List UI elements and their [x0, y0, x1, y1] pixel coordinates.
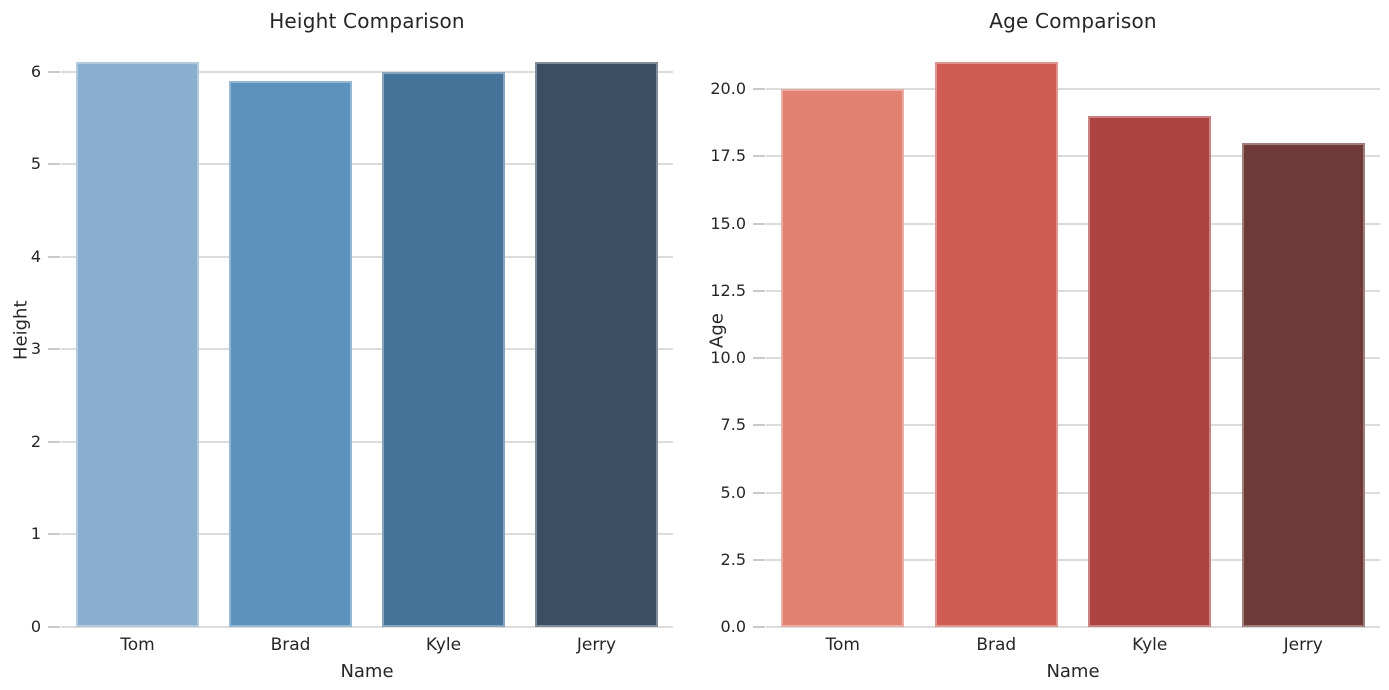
chart-height-comparison: Height Comparison Height 0 1 2 3 4 5 6 Tom Brad K…: [0, 0, 694, 690]
gridline: [61, 163, 673, 166]
gridline: [766, 491, 1380, 494]
gridline: [61, 626, 673, 628]
gridline: [766, 155, 1380, 158]
y-tick-mark: [753, 626, 765, 628]
gridline: [61, 70, 673, 73]
bar-tom: [781, 89, 905, 627]
y-tick-label: 20.0: [710, 79, 746, 99]
gridline: [766, 88, 1380, 91]
y-tick-label: 0: [30, 617, 41, 636]
plot-area: 0 1 2 3 4 5 6 Tom Brad Kyle Jerry: [31, 34, 673, 654]
gridline: [61, 533, 673, 536]
y-tick-mark: [48, 348, 60, 351]
chart-title: Height Comparison: [269, 9, 465, 33]
y-tick-label: 1: [30, 524, 41, 544]
x-tick-label-brad: Brad: [976, 635, 1017, 655]
plot-area: 0.0 2.5 5.0 7.5 10.0 12.5 15.0 17.5 20.0 Tom Brad K…: [710, 34, 1380, 654]
bar-brad: [934, 62, 1058, 627]
y-tick-label: 5: [30, 154, 41, 174]
bar-brad: [229, 80, 352, 627]
bar-kyle: [382, 71, 505, 627]
gridline: [766, 558, 1380, 561]
y-tick-label: 17.5: [710, 146, 746, 166]
bar-jerry: [535, 62, 658, 627]
x-tick-label-jerry: Jerry: [576, 635, 617, 655]
y-tick-label: 4: [30, 246, 41, 266]
bar-tom: [76, 62, 199, 627]
y-tick-mark: [753, 357, 765, 360]
y-tick-label: 6: [30, 61, 41, 81]
gridline: [766, 289, 1380, 292]
y-tick-mark: [48, 255, 60, 258]
y-tick-label: 2.5: [720, 549, 746, 569]
x-tick-label-jerry: Jerry: [1283, 635, 1323, 655]
gridline: [766, 424, 1380, 427]
chart-title: Age Comparison: [989, 9, 1157, 33]
gridline: [766, 357, 1380, 360]
bar-kyle: [1088, 116, 1212, 627]
y-tick-mark: [753, 491, 765, 494]
y-tick-label: 0.0: [720, 617, 746, 636]
y-tick-label: 2: [30, 431, 41, 451]
y-tick-mark: [48, 626, 60, 628]
y-tick-mark: [48, 163, 60, 166]
y-tick-label: 15.0: [710, 213, 746, 233]
y-tick-mark: [753, 222, 765, 225]
y-tick-mark: [753, 88, 765, 91]
x-tick-label-tom: Tom: [825, 635, 860, 655]
y-tick-label: 3: [30, 339, 41, 359]
x-axis-label: Name: [340, 661, 394, 682]
x-tick-label-kyle: Kyle: [1132, 635, 1168, 655]
gridline: [61, 348, 673, 351]
y-tick-mark: [753, 558, 765, 561]
y-tick-mark: [48, 533, 60, 536]
chart-age-comparison: Age Comparison Age 0.0 2.5 5.0 7.5 10.0 12.5 1…: [694, 0, 1389, 690]
gridline: [61, 440, 673, 443]
x-axis-label: Name: [1046, 661, 1100, 682]
y-axis-label: Age: [706, 313, 728, 348]
x-tick-label-kyle: Kyle: [425, 635, 462, 655]
gridline: [766, 626, 1380, 628]
y-axis-label: Height: [10, 300, 32, 361]
gridline: [766, 222, 1380, 225]
y-tick-label: 12.5: [710, 280, 746, 300]
gridline: [61, 255, 673, 258]
x-tick-label-tom: Tom: [120, 635, 155, 655]
bar-jerry: [1241, 142, 1365, 627]
y-tick-label: 10.0: [710, 348, 746, 368]
y-tick-label: 7.5: [720, 415, 746, 435]
y-tick-mark: [753, 289, 765, 292]
y-tick-mark: [48, 70, 60, 73]
y-tick-mark: [48, 440, 60, 443]
y-tick-mark: [753, 424, 765, 427]
y-tick-mark: [753, 155, 765, 158]
y-tick-label: 5.0: [720, 482, 746, 502]
x-tick-label-brad: Brad: [270, 635, 311, 655]
